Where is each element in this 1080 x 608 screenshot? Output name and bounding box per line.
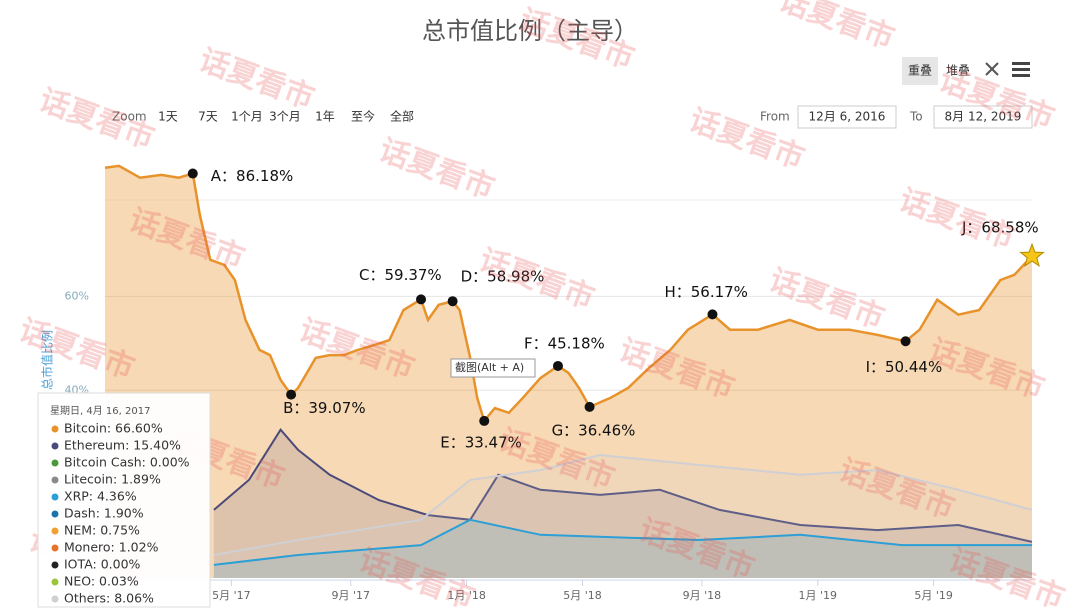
- x-tick-label: 9月 '17: [332, 589, 371, 602]
- annotation-label: E：33.47%: [440, 433, 522, 451]
- x-tick-label: 9月 '18: [683, 589, 722, 602]
- mode-selected-bg: [902, 57, 938, 85]
- tooltip-item: Litecoin: 1.89%: [64, 472, 161, 487]
- tooltip-swatch: [51, 425, 59, 433]
- tooltip-swatch: [51, 459, 59, 467]
- annotation-marker: [1019, 242, 1045, 267]
- tooltip-swatch: [51, 493, 59, 501]
- annotation-marker: [416, 294, 427, 305]
- tooltip-swatch: [51, 544, 59, 552]
- line: [213, 428, 1033, 543]
- annotation-label: I：50.44%: [866, 358, 943, 376]
- tooltip-item: NEM: 0.75%: [64, 523, 140, 538]
- area-fill: [213, 519, 1032, 578]
- mode-button[interactable]: 堆叠: [946, 64, 970, 78]
- tooltip-date: 星期日, 4月 16, 2017: [50, 405, 150, 417]
- annotation-marker: [707, 309, 718, 320]
- annotation-label: B：39.07%: [283, 399, 366, 417]
- zoom-button[interactable]: 1个月: [231, 110, 263, 124]
- x-tick-label: 1月 '19: [799, 589, 838, 602]
- zoom-button[interactable]: 3个月: [269, 110, 301, 124]
- annotation-label: J：68.58%: [961, 219, 1039, 237]
- hint-box: [450, 358, 536, 378]
- tooltip-swatch: [51, 595, 59, 603]
- zoom-button[interactable]: 全部: [390, 109, 414, 124]
- tooltip-item: Monero: 1.02%: [64, 540, 159, 555]
- tooltip-swatch: [51, 510, 59, 518]
- tooltip-swatch: [51, 561, 59, 569]
- annotation-label: A：86.18%: [211, 167, 293, 185]
- line: [104, 164, 1033, 424]
- line: [213, 453, 1033, 556]
- mode-button[interactable]: 重叠: [908, 64, 932, 78]
- from-input[interactable]: [797, 105, 897, 129]
- annotation-label: H：56.17%: [664, 283, 747, 301]
- annotation-marker: [187, 168, 198, 179]
- zoom-button[interactable]: 1天: [158, 110, 178, 124]
- zoom-button[interactable]: 至今: [351, 109, 375, 124]
- y-axis-label: 总市值比例: [40, 330, 55, 390]
- annotation-marker: [584, 401, 595, 412]
- annotation-marker: [900, 336, 911, 347]
- annotation-marker: [447, 296, 458, 307]
- y-tick-label: 60%: [65, 289, 89, 302]
- tooltip-swatch: [51, 527, 59, 535]
- tooltip-swatch: [51, 476, 59, 484]
- to-input[interactable]: [933, 105, 1033, 129]
- annotation-marker: [479, 415, 490, 426]
- annotation-marker: [552, 360, 563, 371]
- tooltip-item: Ethereum: 15.40%: [64, 438, 181, 453]
- hint-text: 截图(Alt + A): [455, 360, 524, 374]
- x-tick-label: 5月 '19: [914, 589, 953, 602]
- tooltip-swatch: [51, 442, 59, 450]
- annotation-label: G：36.46%: [552, 421, 636, 439]
- zoom-label: Zoom: [112, 110, 147, 124]
- tooltip-item: Bitcoin Cash: 0.00%: [64, 455, 190, 470]
- to-value: 8月 12, 2019: [945, 110, 1022, 124]
- annotation-label: C：59.37%: [359, 266, 442, 284]
- zoom-button[interactable]: 7天: [198, 110, 218, 124]
- tooltip-swatch: [51, 578, 59, 586]
- menu-icon[interactable]: [1012, 62, 1030, 77]
- annotation-label: D：58.98%: [461, 268, 545, 286]
- area-fill: [213, 429, 1032, 578]
- tooltip-item: IOTA: 0.00%: [64, 557, 141, 572]
- tooltip-item: Bitcoin: 66.60%: [64, 421, 163, 436]
- area-fill: [213, 455, 1032, 578]
- tooltip-box: [37, 392, 211, 608]
- chart-title: 总市值比例（主导）: [422, 17, 638, 45]
- zoom-button[interactable]: 1年: [315, 110, 335, 124]
- line: [213, 518, 1032, 566]
- annotation-marker: [286, 389, 297, 400]
- x-tick-label: 5月 '18: [563, 589, 602, 602]
- tooltip-item: NEO: 0.03%: [64, 574, 139, 589]
- to-label: To: [909, 110, 923, 124]
- tooltip-item: Others: 8.06%: [64, 591, 154, 606]
- annotation-label: F：45.18%: [524, 334, 605, 352]
- fullscreen-icon[interactable]: [985, 62, 999, 76]
- x-tick-label: 5月 '17: [212, 589, 251, 602]
- tooltip-item: Dash: 1.90%: [64, 506, 144, 521]
- from-label: From: [760, 110, 790, 124]
- tooltip-item: XRP: 4.36%: [64, 489, 137, 504]
- x-tick-label: 1月 '18: [447, 589, 486, 602]
- from-value: 12月 6, 2016: [809, 110, 886, 124]
